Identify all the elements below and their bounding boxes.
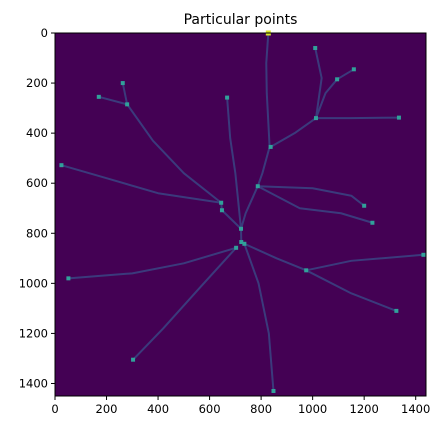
branch-line-12	[305, 269, 398, 312]
branch-line-8	[256, 185, 366, 207]
data-point-11	[59, 163, 64, 168]
branch-line-9	[256, 185, 374, 224]
data-point-7	[125, 102, 130, 107]
data-point-16	[370, 220, 375, 225]
y-axis: 0 200 400 600 800 1000 1200 1400	[19, 26, 55, 390]
x-tick-label-5: 1000	[298, 402, 327, 416]
y-tick-label-5: 1000	[19, 276, 48, 290]
branch-line-7	[60, 164, 223, 204]
data-point-24	[394, 308, 399, 313]
branch-line-13	[243, 242, 275, 392]
data-point-26	[271, 388, 276, 393]
plot-frame	[54, 32, 427, 397]
data-point-20	[234, 245, 239, 250]
data-point-9	[396, 115, 401, 120]
data-point-15	[219, 208, 224, 213]
y-tick-label-2: 400	[26, 126, 48, 140]
branch-line-5	[97, 95, 129, 106]
x-tick-label-4: 800	[250, 402, 272, 416]
data-point-4	[120, 81, 125, 86]
data-point-2	[351, 67, 356, 72]
data-point-6	[225, 95, 230, 100]
y-tick-label-4: 800	[26, 226, 48, 240]
branch-line-15	[132, 246, 238, 361]
data-point-5	[96, 94, 101, 99]
data-point-13	[219, 200, 224, 205]
x-tick-label-6: 1200	[350, 402, 379, 416]
x-tick-label-3: 600	[199, 402, 221, 416]
branch-line-2	[314, 68, 355, 120]
branch-line-14	[67, 246, 238, 280]
data-point-8	[313, 116, 318, 121]
data-point-14	[362, 203, 367, 208]
x-tick-label-7: 1400	[401, 402, 430, 416]
data-point-18	[239, 240, 244, 245]
x-tick-label-0: 0	[51, 402, 58, 416]
branch-line-0	[240, 32, 271, 230]
x-tick-label-2: 400	[147, 402, 169, 416]
data-point-10	[268, 144, 273, 149]
data-point-25	[131, 357, 136, 362]
y-tick-label-1: 200	[26, 76, 48, 90]
data-point-22	[421, 252, 426, 257]
data-point-17	[239, 226, 244, 231]
point-markers	[59, 30, 426, 393]
data-point-19	[242, 241, 247, 246]
data-point-3	[335, 77, 340, 82]
chart-title: Particular points	[184, 12, 298, 28]
branch-line-3	[314, 116, 400, 120]
data-point-21	[304, 268, 309, 273]
y-tick-label-0: 0	[41, 26, 48, 40]
x-axis: 0 200 400 600 800 1000 1200 1400	[51, 396, 430, 416]
data-point-23	[66, 276, 71, 281]
data-point-12	[255, 184, 260, 189]
y-tick-label-7: 1400	[19, 376, 48, 390]
x-tick-label-1: 200	[96, 402, 118, 416]
y-tick-label-6: 1200	[19, 326, 48, 340]
y-tick-label-3: 600	[26, 176, 48, 190]
data-point-1	[313, 46, 318, 51]
branch-line-6	[226, 96, 243, 230]
